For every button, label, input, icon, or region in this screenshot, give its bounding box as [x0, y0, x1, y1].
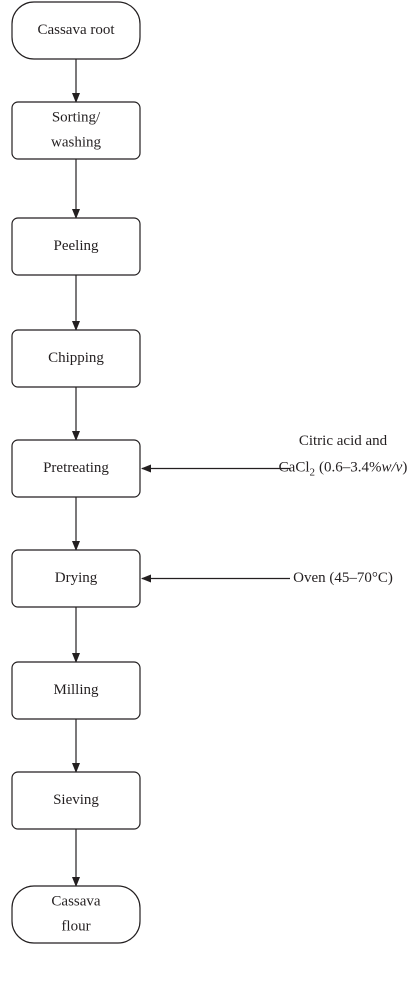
- node-label: Chipping: [48, 350, 104, 366]
- node-label: flour: [61, 918, 90, 934]
- input-label-part: 2: [310, 466, 316, 478]
- input-label-part: w/v: [382, 460, 403, 476]
- node-label: Milling: [53, 682, 99, 698]
- node-label: washing: [51, 134, 101, 150]
- input-label-part: ): [402, 460, 407, 476]
- node-label: Pretreating: [43, 460, 109, 476]
- node-label: Sorting/: [52, 109, 101, 125]
- process-box: [11, 885, 141, 944]
- input-label: Oven (45–70°C): [293, 570, 393, 586]
- node-label: Cassava: [51, 893, 100, 909]
- input-label-part: CaCl: [279, 460, 310, 476]
- node-label: Sieving: [53, 792, 99, 808]
- node-label: Drying: [55, 570, 98, 586]
- input-label-part: (0.6–3.4%: [319, 460, 382, 476]
- input-label: CaCl2 (0.6–3.4%w/v): [279, 460, 408, 478]
- node-label: Peeling: [54, 238, 99, 254]
- node-label: Cassava root: [37, 22, 115, 38]
- input-label: Citric acid and: [299, 433, 388, 449]
